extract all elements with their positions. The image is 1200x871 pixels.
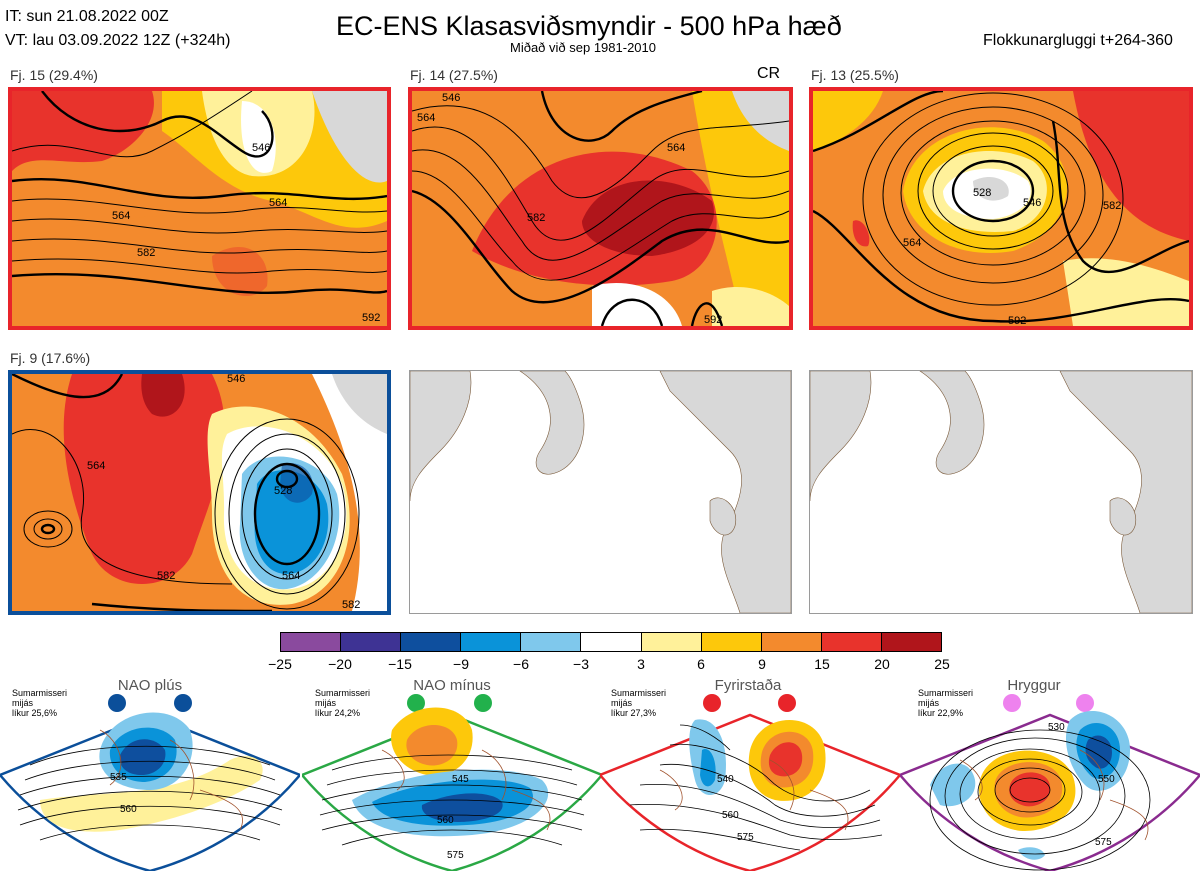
regime-4-dot [1076, 694, 1094, 712]
cluster-1-contour-label: 582 [137, 247, 155, 259]
cluster-3-map[interactable]: 528 546 564 582 592 [809, 87, 1193, 330]
regime-3-map[interactable]: 540 560 575 [600, 690, 900, 871]
colorbar-segment [580, 633, 641, 651]
cluster-2-contour-label: 582 [527, 212, 545, 224]
regime-4-title: Hryggur [1007, 677, 1061, 694]
colorbar-segment [640, 633, 701, 651]
regime-1-dot [174, 694, 192, 712]
control-run-tag: CR [757, 65, 781, 82]
regime-3-dot [778, 694, 796, 712]
cluster-1-contour-label: 592 [362, 312, 380, 324]
colorbar-tick: −20 [328, 656, 352, 672]
regime-4-contour-label: 530 [1048, 722, 1065, 733]
cluster-4-contour-label: 582 [342, 599, 360, 611]
colorbar-segment [460, 633, 521, 651]
empty-map-panel-2 [809, 370, 1193, 614]
regime-1-contour-label: 535 [110, 772, 127, 783]
regime-3-contour-label: 560 [722, 810, 739, 821]
regime-1-map[interactable]: 535 560 [0, 690, 300, 871]
colorbar [280, 632, 942, 652]
regime-3-title: Fyrirstaða [714, 677, 782, 694]
colorbar-tick: 6 [697, 656, 705, 672]
issue-time: IT: sun 21.08.2022 00Z [5, 8, 169, 25]
empty-map-svg [810, 371, 1192, 613]
regime-3-dot [703, 694, 721, 712]
colorbar-segment [340, 633, 401, 651]
colorbar-segment [820, 633, 881, 651]
empty-map-panel-1 [409, 370, 792, 614]
colorbar-segment [760, 633, 821, 651]
regime-4-note: Sumarmisseri mijás líkur 22,9% [918, 688, 974, 718]
cluster-4-contour-label: 546 [227, 374, 245, 385]
regime-1-title: NAO plús [117, 677, 183, 694]
cluster-4-contour-label: 528 [274, 485, 292, 497]
colorbar-tick: −25 [268, 656, 292, 672]
cluster-4-map[interactable]: 564 546 528 582 564 582 [8, 370, 391, 615]
cluster-1-map[interactable]: 564 564 546 582 592 [8, 87, 391, 330]
regime-4-contour-label: 575 [1095, 837, 1112, 848]
cluster-2-label: Fj. 14 (27.5%) [410, 67, 498, 83]
colorbar-segment [700, 633, 761, 651]
cluster-2-contour-label: 592 [704, 314, 722, 326]
colorbar-tick: 15 [814, 656, 830, 672]
cluster-2-map[interactable]: 564 564 546 582 592 [408, 87, 793, 330]
cluster-3-contour-label: 564 [903, 237, 921, 249]
cluster-1-contour-label: 564 [112, 210, 130, 222]
colorbar-tick: −9 [453, 656, 469, 672]
colorbar-segment [400, 633, 461, 651]
regime-3-contour-label: 540 [717, 774, 734, 785]
classification-window: Flokkunargluggi t+264-360 [983, 32, 1173, 49]
cluster-4-label: Fj. 9 (17.6%) [10, 350, 91, 366]
cluster-1-svg: 564 564 546 582 592 [12, 91, 387, 326]
cluster-2-contour-label: 546 [442, 92, 460, 104]
regime-2-contour-label: 575 [447, 850, 464, 861]
regime-3-note: Sumarmisseri mijás líkur 27,3% [611, 688, 667, 718]
colorbar-tick: −15 [388, 656, 412, 672]
colorbar-segment [281, 633, 341, 651]
cluster-3-contour-label: 592 [1008, 315, 1026, 326]
regime-1-note: Sumarmisseri mijás líkur 25,6% [12, 688, 68, 718]
regime-2-contour-label: 545 [452, 774, 469, 785]
regime-2-note: Sumarmisseri mijás líkur 24,2% [315, 688, 371, 718]
page-title: EC-ENS Klasasviðsmyndir - 500 hPa hæð [336, 11, 842, 41]
regime-2-contour-label: 560 [437, 815, 454, 826]
page-subtitle: Miðað við sep 1981-2010 [510, 40, 656, 55]
colorbar-tick: −3 [573, 656, 589, 672]
valid-time: VT: lau 03.09.2022 12Z (+324h) [5, 32, 231, 49]
cluster-3-contour-label: 528 [973, 187, 991, 199]
regime-1-dot [108, 694, 126, 712]
colorbar-segment [880, 633, 942, 651]
cluster-1-contour-label: 564 [269, 197, 287, 209]
colorbar-tick: 3 [637, 656, 645, 672]
cluster-1-label: Fj. 15 (29.4%) [10, 67, 98, 83]
regime-1-contour-label: 560 [120, 804, 137, 815]
regime-2-dot [474, 694, 492, 712]
colorbar-tick: 9 [758, 656, 766, 672]
cluster-3-contour-label: 582 [1103, 200, 1121, 212]
cluster-1-contour-label: 546 [252, 142, 270, 154]
cluster-2-contour-label: 564 [667, 142, 685, 154]
cluster-3-label: Fj. 13 (25.5%) [811, 67, 899, 83]
colorbar-tick: 25 [934, 656, 950, 672]
cluster-2-svg: 564 564 546 582 592 [412, 91, 789, 326]
cluster-3-svg: 528 546 564 582 592 [813, 91, 1189, 326]
regime-2-map[interactable]: 545 560 575 [302, 690, 602, 871]
regime-2-title: NAO mínus [413, 677, 491, 694]
colorbar-segment [520, 633, 581, 651]
colorbar-tick: −6 [513, 656, 529, 672]
empty-map-svg [410, 371, 791, 613]
cluster-4-contour-label: 564 [282, 570, 300, 582]
cluster-2-contour-label: 564 [417, 112, 435, 124]
colorbar-tick: 20 [874, 656, 890, 672]
cluster-4-contour-label: 582 [157, 570, 175, 582]
regime-3-contour-label: 575 [737, 832, 754, 843]
cluster-4-contour-label: 564 [87, 460, 105, 472]
regime-2-dot [407, 694, 425, 712]
regime-4-map[interactable]: 530 550 575 [900, 690, 1200, 871]
cluster-4-svg: 564 546 528 582 564 582 [12, 374, 387, 611]
cluster-3-contour-label: 546 [1023, 197, 1041, 209]
regime-4-contour-label: 550 [1098, 774, 1115, 785]
regime-4-dot [1003, 694, 1021, 712]
